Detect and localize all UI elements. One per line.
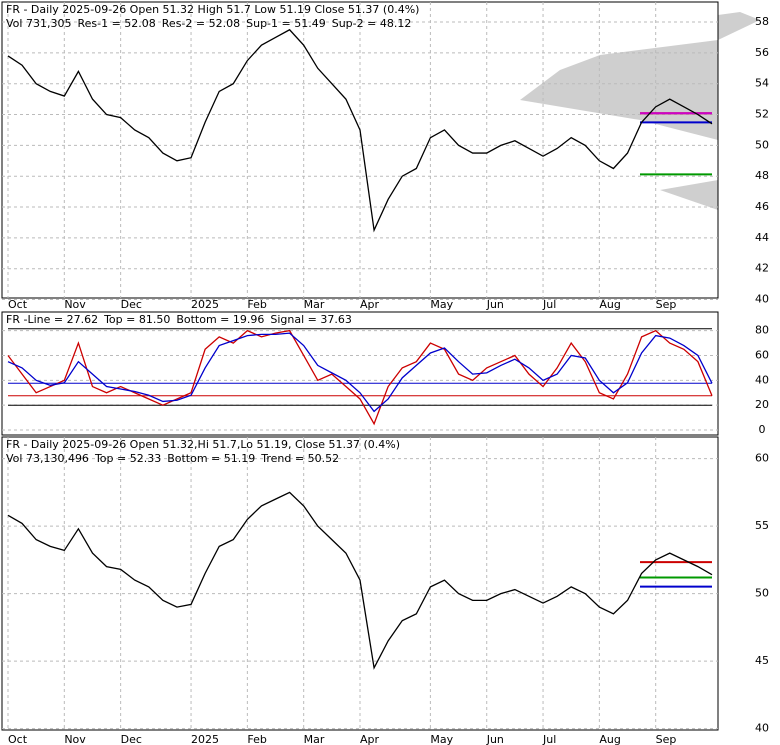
- series-line: [7, 491, 713, 670]
- x-tick-label: Nov: [64, 298, 86, 311]
- y-tick-label: 55: [755, 519, 769, 532]
- level-label: Bottom = 19.96: [176, 313, 264, 326]
- volume-profile: [520, 12, 760, 210]
- level-label: Trend = 50.52: [260, 452, 339, 465]
- y-tick-label: 40: [755, 293, 769, 306]
- x-tick-label: Sep: [656, 298, 677, 311]
- volume-label: Vol 73,130,496: [6, 452, 89, 465]
- level-label: Res-1 = 52.08: [77, 17, 155, 30]
- y-tick-label: 0: [759, 423, 766, 436]
- panel-frame: [1, 311, 719, 436]
- x-tick-label: Aug: [599, 298, 620, 311]
- y-tick-label: 60: [755, 452, 769, 465]
- x-tick-label: Feb: [247, 733, 266, 745]
- y-tick-label: 80: [755, 324, 769, 337]
- panel-title: FR - Daily 2025-09-26 Open 51.32,Hi 51.7…: [6, 438, 400, 451]
- x-tick-label: Jul: [542, 298, 556, 311]
- y-tick-label: 44: [755, 231, 769, 244]
- y-tick-label: 45: [755, 654, 769, 667]
- level-label: Signal = 37.63: [270, 313, 352, 326]
- y-tick-label: 50: [755, 587, 769, 600]
- x-tick-label: Aug: [599, 733, 620, 745]
- level-label: Bottom = 51.19: [167, 452, 255, 465]
- y-tick-label: 58: [755, 15, 769, 28]
- series-line: [7, 329, 713, 426]
- y-tick-label: 54: [755, 77, 769, 90]
- volume-label: Vol 731,305: [6, 17, 71, 30]
- level-label: Top = 52.33: [94, 452, 161, 465]
- x-tick-label: Dec: [121, 298, 142, 311]
- x-tick-label: Nov: [64, 733, 86, 745]
- x-tick-label: Mar: [304, 733, 325, 745]
- y-tick-label: 40: [755, 722, 769, 735]
- y-tick-label: 48: [755, 169, 769, 182]
- x-tick-label: Oct: [8, 298, 28, 311]
- x-tick-label: Feb: [247, 298, 266, 311]
- y-tick-label: 46: [755, 200, 769, 213]
- y-tick-label: 60: [755, 348, 769, 361]
- series-line: [7, 28, 713, 233]
- x-tick-label: Jun: [486, 298, 504, 311]
- panel-title: FR - Daily 2025-09-26 Open 51.32 High 51…: [6, 3, 419, 16]
- x-tick-label: 2025: [191, 298, 219, 311]
- level-label: Sup-1 = 51.49: [246, 17, 326, 30]
- y-tick-label: 20: [755, 398, 769, 411]
- y-tick-label: 40: [755, 373, 769, 386]
- x-tick-label: Apr: [360, 733, 380, 745]
- level-label: Res-2 = 52.08: [162, 17, 240, 30]
- x-tick-label: Jul: [542, 733, 556, 745]
- y-tick-label: 52: [755, 108, 769, 121]
- y-tick-label: 42: [755, 262, 769, 275]
- x-tick-label: 2025: [191, 733, 219, 745]
- x-tick-label: Jun: [486, 733, 504, 745]
- x-tick-label: Mar: [304, 298, 325, 311]
- x-tick-label: Dec: [121, 733, 142, 745]
- x-tick-label: Oct: [8, 733, 28, 745]
- level-label: Line = 27.62: [27, 313, 98, 326]
- y-tick-label: 56: [755, 46, 769, 59]
- x-tick-label: Sep: [656, 733, 677, 745]
- level-label: Top = 81.50: [103, 313, 170, 326]
- x-tick-label: May: [430, 733, 453, 745]
- series-line: [7, 332, 713, 413]
- panel-title: FR -: [6, 313, 27, 326]
- x-tick-label: Apr: [360, 298, 380, 311]
- y-tick-label: 50: [755, 138, 769, 151]
- x-tick-label: May: [430, 298, 453, 311]
- level-label: Sup-2 = 48.12: [332, 17, 412, 30]
